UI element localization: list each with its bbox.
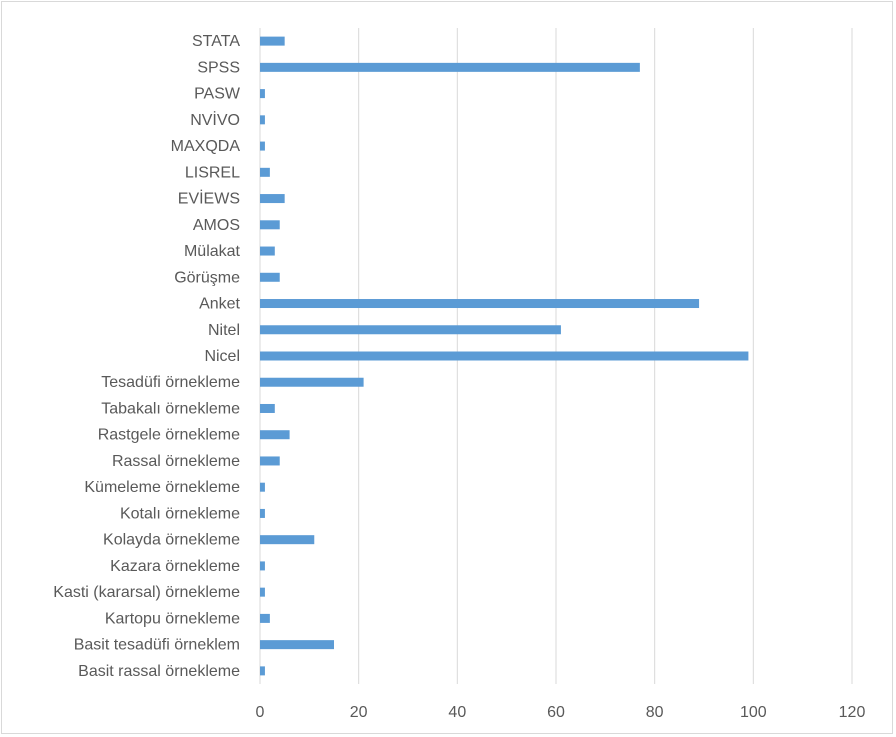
bar-3	[260, 115, 265, 125]
bar-20	[260, 561, 265, 571]
category-label-9: Görüşme	[174, 269, 240, 286]
x-tick-label-0: 0	[256, 704, 265, 721]
bar-14	[260, 403, 275, 413]
category-label-10: Anket	[199, 296, 240, 313]
bar-5	[260, 167, 270, 177]
bar-18	[260, 508, 265, 518]
x-tick-label-60: 60	[547, 704, 565, 721]
x-tick-label-120: 120	[839, 704, 866, 721]
bar-8	[260, 246, 275, 256]
category-label-11: Nitel	[208, 322, 240, 339]
category-label-23: Basit tesadüfi örneklem	[74, 637, 240, 654]
category-label-21: Kasti (kararsal) örnekleme	[53, 584, 240, 601]
bar-24	[260, 666, 265, 676]
category-label-14: Tabakalı örnekleme	[101, 400, 240, 417]
category-label-20: Kazara örnekleme	[110, 558, 240, 575]
category-label-3: NVİVO	[190, 110, 240, 129]
category-label-24: Basit rassal örnekleme	[78, 663, 240, 680]
x-tick-label-20: 20	[350, 704, 368, 721]
category-label-5: LISREL	[185, 164, 240, 181]
category-label-22: Kartopu örnekleme	[105, 610, 240, 627]
bar-19	[260, 535, 315, 545]
category-label-16: Rassal örnekleme	[112, 453, 240, 470]
category-label-7: AMOS	[193, 217, 240, 234]
bar-16	[260, 456, 280, 466]
category-label-0: STATA	[192, 33, 240, 50]
category-label-19: Kolayda örnekleme	[103, 532, 240, 549]
bar-6	[260, 194, 285, 204]
category-label-17: Kümeleme örnekleme	[84, 479, 240, 496]
category-label-18: Kotalı örnekleme	[120, 505, 240, 522]
bar-2	[260, 89, 265, 99]
category-label-8: Mülakat	[184, 243, 241, 260]
bar-10	[260, 299, 700, 309]
bar-4	[260, 141, 265, 151]
category-label-13: Tesadüfi örnekleme	[101, 374, 240, 391]
x-tick-label-100: 100	[740, 704, 767, 721]
category-label-12: Nicel	[204, 348, 240, 365]
category-label-15: Rastgele örnekleme	[98, 427, 240, 444]
category-label-1: SPSS	[197, 59, 240, 76]
category-label-6: EVİEWS	[178, 189, 240, 208]
x-tick-label-40: 40	[448, 704, 466, 721]
bar-9	[260, 272, 280, 282]
bar-13	[260, 377, 364, 387]
bar-17	[260, 482, 265, 492]
x-tick-label-80: 80	[646, 704, 664, 721]
category-label-2: PASW	[194, 86, 241, 103]
bar-11	[260, 325, 561, 335]
bar-7	[260, 220, 280, 230]
bar-1	[260, 62, 640, 72]
category-label-4: MAXQDA	[171, 138, 241, 155]
bar-15	[260, 430, 290, 440]
bar-21	[260, 587, 265, 597]
bar-12	[260, 351, 749, 361]
bar-22	[260, 613, 270, 623]
bar-0	[260, 36, 285, 46]
bar-23	[260, 640, 334, 650]
